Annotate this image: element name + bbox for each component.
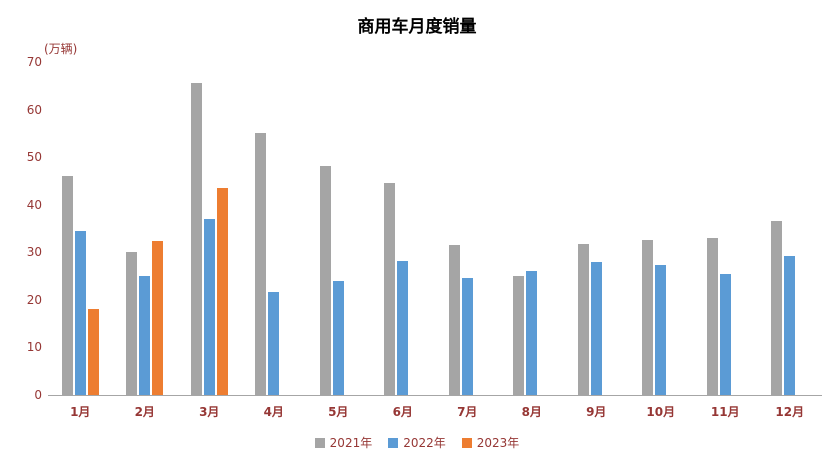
legend-label: 2022年 (403, 436, 446, 450)
legend-label: 2023年 (476, 436, 520, 450)
chart-title: 商用车月度销量 (357, 17, 477, 37)
bar-2021年-7月 (448, 245, 460, 395)
bar-2022年-11月 (719, 273, 731, 395)
bar-2022年-5月 (332, 280, 344, 395)
y-axis-unit-label: (万辆) (44, 42, 78, 56)
bar-2022年-8月 (526, 271, 538, 395)
bar-2021年-11月 (706, 238, 718, 395)
legend-swatch-2021年 (314, 437, 325, 448)
x-axis-tick-label: 6月 (392, 405, 413, 419)
x-axis-tick-label: 12月 (775, 405, 805, 419)
x-axis-line (48, 395, 822, 396)
bar-2021年-3月 (190, 83, 202, 395)
bar-2022年-7月 (461, 278, 473, 395)
legend-item-2023年: 2023年 (461, 434, 520, 451)
bar-2021年-4月 (255, 133, 267, 395)
bar-2021年-8月 (513, 276, 525, 395)
bar-2023年-1月 (87, 309, 99, 395)
x-axis-tick-label: 11月 (710, 405, 740, 419)
y-axis-tick-label: 0 (34, 388, 42, 402)
bar-2023年-3月 (216, 188, 228, 395)
legend-item-2022年: 2022年 (388, 434, 446, 451)
bar-2022年-3月 (203, 218, 215, 395)
x-axis-tick-label: 10月 (646, 405, 676, 419)
bar-2021年-12月 (771, 221, 783, 395)
x-axis-tick-label: 5月 (328, 405, 349, 419)
bar-2022年-2月 (139, 276, 151, 395)
y-axis-tick-label: 60 (26, 102, 42, 117)
bar-2021年-6月 (384, 183, 396, 395)
bar-2021年-5月 (319, 165, 331, 395)
y-axis-tick-label: 20 (26, 292, 42, 307)
x-axis-tick-label: 8月 (521, 405, 542, 419)
bar-2021年-10月 (642, 240, 654, 395)
y-axis-tick-label: 10 (26, 340, 42, 355)
x-axis-tick-label: 4月 (263, 405, 284, 419)
bar-2021年-2月 (126, 252, 138, 395)
legend: 2021年 2022年 2023年 (0, 434, 834, 451)
bar-2022年-1月 (74, 230, 86, 395)
bar-2022年-12月 (784, 255, 796, 395)
y-axis-tick-label: 50 (26, 150, 42, 165)
x-axis-tick-label: 3月 (199, 405, 220, 419)
bar-2021年-1月 (61, 176, 73, 395)
bar-2022年-4月 (268, 291, 280, 395)
legend-swatch-2022年 (388, 437, 399, 448)
bar-2022年-9月 (590, 261, 602, 395)
legend-swatch-2023年 (461, 437, 472, 448)
bar-2022年-6月 (397, 260, 409, 395)
x-axis-tick-label: 7月 (457, 405, 478, 419)
y-axis-tick-label: 30 (26, 245, 42, 260)
bar-2023年-2月 (152, 240, 164, 395)
legend-item-2021年: 2021年 (314, 434, 373, 451)
bar-2022年-10月 (655, 265, 667, 395)
x-axis-tick-label: 9月 (586, 405, 607, 419)
x-axis-tick-label: 1月 (70, 405, 91, 419)
bar-2021年-9月 (577, 243, 589, 395)
legend-label: 2021年 (329, 436, 373, 450)
y-axis-tick-label: 40 (26, 197, 42, 212)
y-axis-tick-label: 70 (26, 55, 42, 69)
x-axis-tick-label: 2月 (134, 405, 155, 419)
